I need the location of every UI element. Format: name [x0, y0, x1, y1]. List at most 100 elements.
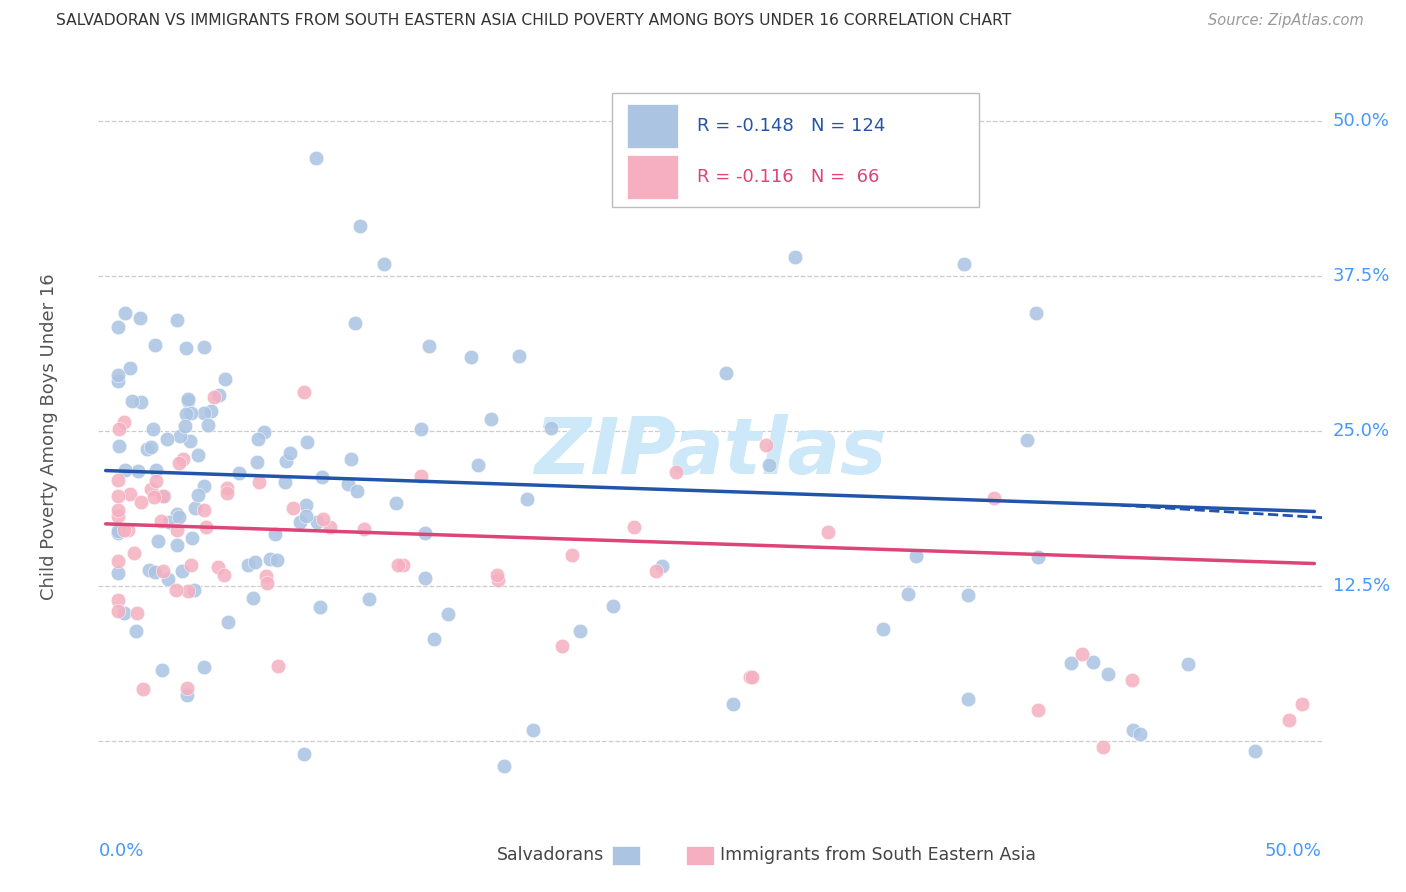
Point [139, 483, 162, 497]
Point [263, 527, 285, 541]
Point [112, 606, 135, 620]
Point [295, 508, 318, 523]
Point [187, 488, 209, 502]
Point [207, 560, 229, 574]
Point [214, 568, 236, 582]
Point [550, 639, 572, 653]
Point [166, 538, 188, 552]
Point [118, 360, 141, 375]
Point [242, 591, 264, 605]
Point [214, 372, 236, 386]
Point [132, 682, 155, 697]
Point [176, 688, 198, 702]
Point [142, 422, 165, 436]
Point [516, 491, 538, 506]
Point [956, 692, 979, 706]
Point [872, 622, 894, 636]
Text: 50.0%: 50.0% [1265, 842, 1322, 860]
Point [665, 465, 688, 479]
FancyBboxPatch shape [627, 155, 678, 200]
Point [176, 583, 198, 598]
Point [121, 394, 143, 409]
Point [422, 632, 444, 647]
Point [152, 489, 174, 503]
Point [107, 524, 129, 538]
Point [143, 337, 166, 351]
Point [136, 442, 159, 456]
Point [193, 503, 215, 517]
Point [344, 316, 367, 330]
Point [228, 466, 250, 480]
Point [339, 451, 361, 466]
Point [413, 525, 436, 540]
Point [107, 503, 129, 517]
Point [156, 572, 179, 586]
Point [208, 388, 231, 402]
Point [127, 464, 149, 478]
Point [409, 422, 432, 436]
Point [193, 406, 215, 420]
Point [1097, 666, 1119, 681]
Point [107, 473, 129, 487]
Point [373, 256, 395, 270]
Point [107, 554, 129, 568]
Point [166, 523, 188, 537]
Point [112, 415, 135, 429]
Point [159, 515, 181, 529]
Point [1091, 739, 1114, 754]
Text: Child Poverty Among Boys Under 16: Child Poverty Among Boys Under 16 [41, 274, 59, 600]
Point [1026, 703, 1049, 717]
Point [1017, 434, 1039, 448]
Point [166, 313, 188, 327]
Point [758, 458, 780, 473]
Point [200, 403, 222, 417]
Point [117, 523, 139, 537]
Point [125, 624, 148, 639]
Point [413, 571, 436, 585]
Point [114, 306, 136, 320]
Point [602, 599, 624, 614]
Point [953, 256, 976, 270]
Point [391, 558, 413, 573]
Point [107, 422, 129, 436]
Point [180, 406, 202, 420]
Text: 12.5%: 12.5% [1333, 577, 1391, 595]
Point [172, 452, 194, 467]
Point [247, 432, 270, 446]
Text: R = -0.116   N =  66: R = -0.116 N = 66 [696, 169, 879, 186]
Point [267, 659, 290, 673]
Point [253, 425, 276, 439]
Point [259, 551, 281, 566]
Point [1121, 673, 1143, 687]
Point [152, 489, 174, 503]
Point [540, 421, 562, 435]
Point [723, 697, 745, 711]
Point [460, 350, 482, 364]
Point [173, 418, 195, 433]
Point [983, 491, 1005, 505]
Point [174, 407, 197, 421]
Point [179, 434, 201, 448]
Point [294, 385, 316, 400]
Point [897, 587, 920, 601]
Point [107, 489, 129, 503]
Point [112, 523, 135, 537]
Text: R = -0.148   N = 124: R = -0.148 N = 124 [696, 117, 884, 136]
Point [1122, 723, 1144, 737]
Point [177, 393, 200, 408]
Point [486, 573, 509, 587]
Point [156, 432, 179, 446]
Point [217, 615, 239, 629]
Point [623, 520, 645, 534]
Point [1177, 657, 1199, 671]
Point [1083, 656, 1105, 670]
Point [508, 349, 530, 363]
Text: Salvadorans: Salvadorans [498, 846, 605, 863]
Point [118, 487, 141, 501]
Point [312, 512, 335, 526]
Point [177, 392, 200, 406]
Point [176, 681, 198, 695]
Point [1129, 727, 1152, 741]
Point [295, 434, 318, 449]
Point [172, 565, 194, 579]
